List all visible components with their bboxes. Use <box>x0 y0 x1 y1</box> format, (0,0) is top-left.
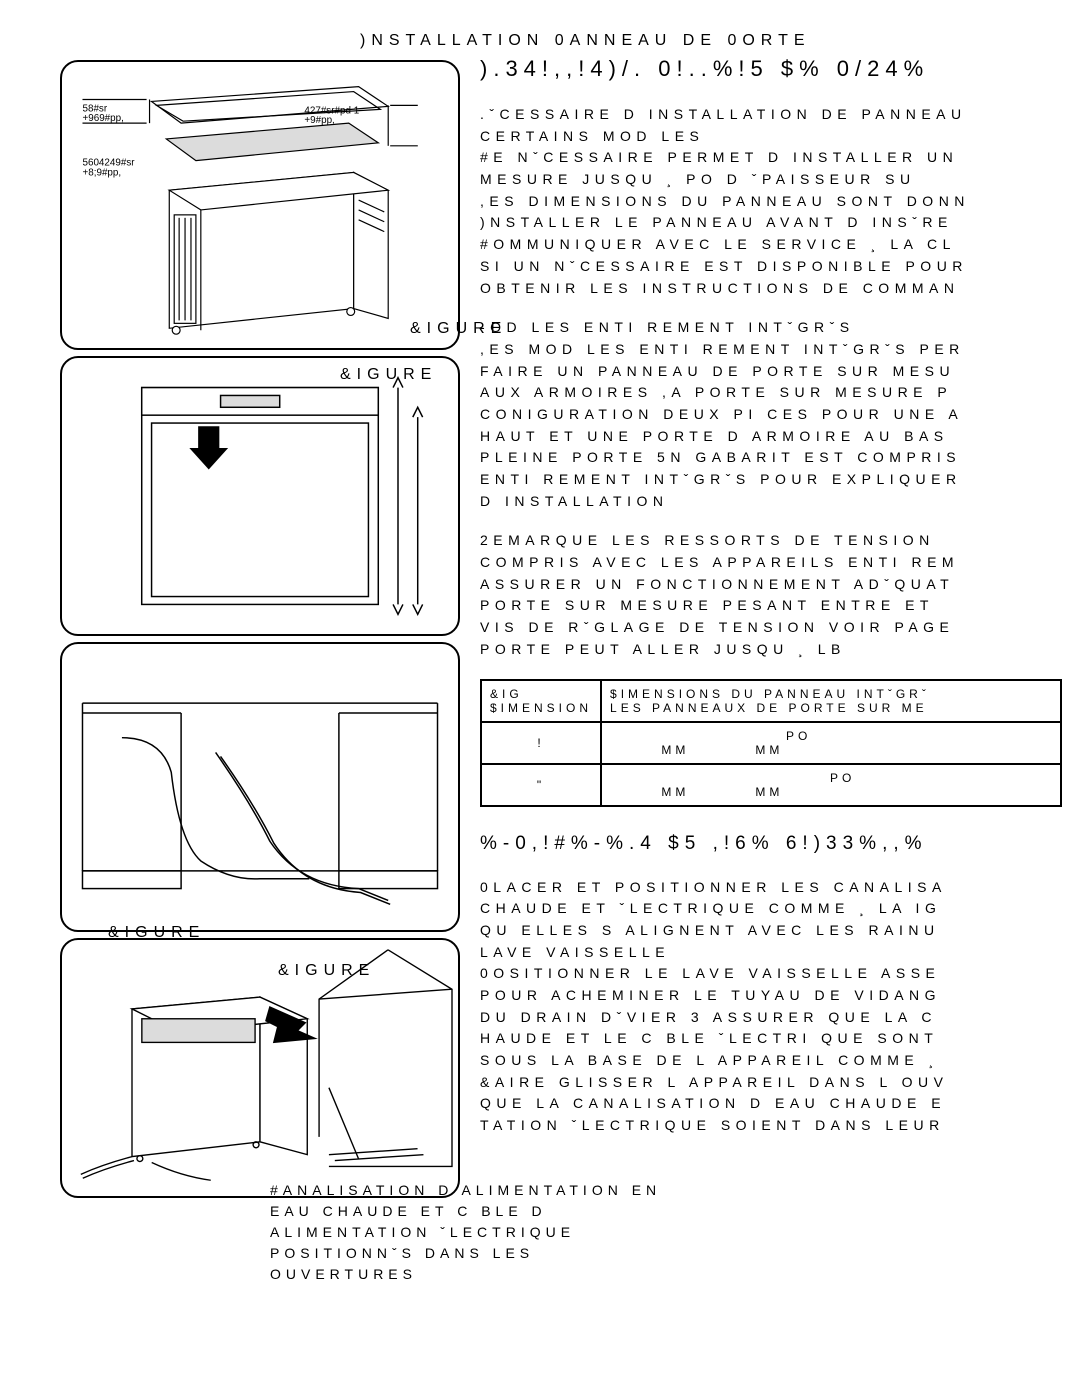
figure-4-callout: #ANALISATION D ALIMENTATION EN EAU CHAUD… <box>270 1180 670 1285</box>
paragraph-4: 0LACER ET POSITIONNER LES CANALISA CHAUD… <box>480 877 1080 1137</box>
table-r2c1: " <box>481 764 601 806</box>
paragraph-1: .ˇCESSAIRE D INSTALLATION DE PANNEAU CER… <box>480 104 1080 299</box>
figure-3-svg <box>62 644 458 930</box>
table-header-1: &IG $IMENSION <box>481 680 601 722</box>
figure-3-label: &IGURE <box>108 924 205 942</box>
figure-1-svg: 58#sr +969#pp, 427#sr#pd 1 +9#pp, 560424… <box>62 62 458 348</box>
figures-column: 58#sr +969#pp, 427#sr#pd 1 +9#pp, 560424… <box>60 60 460 1204</box>
figure-2-box <box>60 356 460 636</box>
figure-3-box <box>60 642 460 932</box>
paragraph-3: 2EMARQUE LES RESSORTS DE TENSION COMPRIS… <box>480 530 1080 660</box>
table-r1c1: ! <box>481 722 601 764</box>
figure-4-svg <box>62 940 458 1196</box>
dimensions-table: &IG $IMENSION $IMENSIONS DU PANNEAU INTˇ… <box>480 679 1062 807</box>
figure-4-label: &IGURE <box>278 962 375 980</box>
section-2-title: %-0,!#%-%.4 $5 ,!6% 6!)33%,,% <box>480 833 1080 855</box>
table-r2c2: PO MM MM <box>601 764 1061 806</box>
subhead-1: -OD LES ENTI REMENT INTˇGRˇS <box>480 317 1080 339</box>
text-column: ).34!,,!4)/. 0!..%!5 $% 0/24% .ˇCESSAIRE… <box>480 56 1080 1155</box>
figure-2-label: &IGURE <box>340 366 437 384</box>
fig1-dim-b2: +9#pp, <box>304 115 334 126</box>
fig1-dim-c2: +8;9#pp, <box>82 167 121 178</box>
figure-2-svg <box>62 358 458 634</box>
figure-4-box <box>60 938 460 1198</box>
figure-1-box: 58#sr +969#pp, 427#sr#pd 1 +9#pp, 560424… <box>60 60 460 350</box>
page: )NSTALLATION 0ANNEAU DE 0ORTE <box>0 0 1080 1397</box>
page-header: )NSTALLATION 0ANNEAU DE 0ORTE <box>360 32 811 50</box>
table-r1c2: PO MM MM <box>601 722 1061 764</box>
main-title: ).34!,,!4)/. 0!..%!5 $% 0/24% <box>480 56 1080 82</box>
table-header-2: $IMENSIONS DU PANNEAU INTˇGRˇ LES PANNEA… <box>601 680 1061 722</box>
fig1-dim-a2: +969#pp, <box>82 113 123 124</box>
paragraph-2: ,ES MOD LES ENTI REMENT INTˇGRˇS PER FAI… <box>480 339 1080 513</box>
